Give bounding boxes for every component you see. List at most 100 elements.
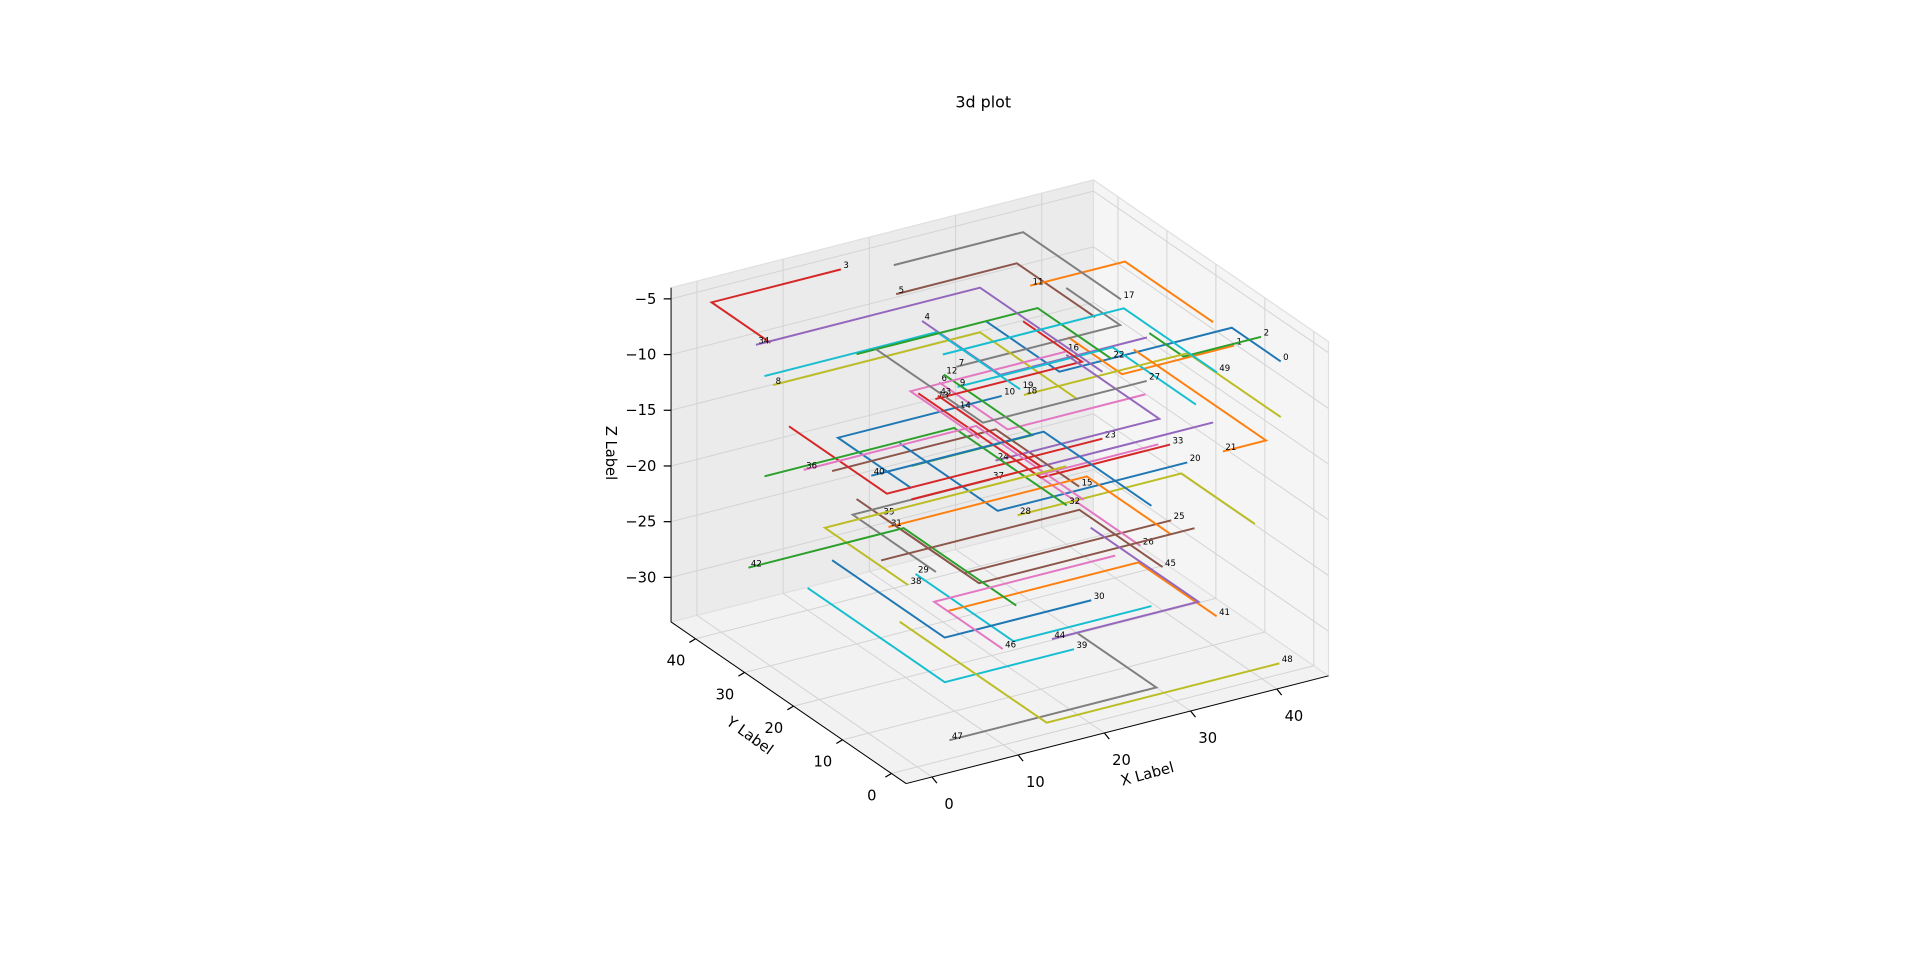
series-line [949, 632, 1159, 742]
x-tick-mark [931, 776, 938, 784]
x-tick-mark [1190, 710, 1196, 718]
series-label: 19 [1023, 381, 1034, 391]
series-line [772, 331, 1079, 401]
y-tick-label: 30 [716, 686, 735, 703]
series-label: 6 [942, 374, 947, 384]
series-label: 9 [960, 379, 965, 389]
x-tick-label: 20 [1112, 752, 1131, 769]
series-line [803, 424, 1085, 501]
series-line [893, 231, 1122, 301]
z-tick-label: −30 [625, 569, 656, 586]
series-label: 5 [899, 286, 904, 296]
series-label: 25 [1174, 512, 1185, 522]
grid-line [891, 331, 1315, 774]
y-axis-line [670, 621, 907, 784]
grid-line [744, 230, 1168, 673]
grid-line [670, 469, 1329, 632]
series-line [764, 426, 1068, 507]
series-label: 16 [1068, 343, 1079, 353]
series-label: 3 [843, 261, 848, 271]
z-tick-label: −15 [625, 402, 656, 419]
series-label: 43 [940, 387, 951, 397]
x-tick-mark [1276, 688, 1283, 696]
series-line [935, 320, 1085, 400]
series-line [938, 381, 1146, 431]
series-label: 2 [1264, 329, 1269, 339]
series-line [985, 320, 1282, 373]
series-label: 24 [998, 452, 1009, 462]
series-label: 18 [1026, 387, 1037, 397]
series-label: 44 [1054, 631, 1065, 641]
series-line [748, 527, 1017, 607]
series-line [874, 347, 1147, 424]
y-tick-mark [787, 705, 794, 711]
x-tick-label: 0 [944, 796, 953, 813]
series-line [1067, 336, 1235, 376]
series-label: 14 [960, 401, 971, 411]
series-label: 22 [1114, 350, 1125, 360]
series-line [1029, 260, 1214, 323]
series-line [764, 331, 1021, 391]
x-tick-label: 30 [1198, 730, 1217, 747]
y-tick-label: 10 [814, 754, 833, 771]
series-line [908, 350, 1066, 440]
grid-line [793, 264, 1217, 707]
series-line [880, 508, 1164, 568]
x-tick-mark [1017, 754, 1024, 762]
series-label: 21 [1225, 443, 1236, 453]
series-line [807, 587, 1075, 684]
series-line [888, 475, 1171, 535]
series-label: 33 [1172, 436, 1183, 446]
series-label: 41 [1219, 608, 1230, 618]
series-line [871, 430, 1152, 507]
series-line [1148, 332, 1262, 358]
x-tick-label: 40 [1285, 708, 1304, 725]
series-label: 0 [1283, 353, 1288, 363]
series-label: 32 [1069, 497, 1080, 507]
grid-line [670, 246, 1329, 409]
chart-title: 3d plot [955, 93, 1011, 112]
y-tick-label: 20 [765, 720, 784, 737]
y-tick-label: 0 [867, 787, 876, 804]
series-line [911, 394, 1044, 501]
series-line [880, 515, 1195, 585]
y-tick-mark [689, 638, 696, 643]
series-label: 47 [952, 732, 963, 742]
series-label: 27 [1149, 373, 1160, 383]
z-tick-label: −5 [635, 291, 657, 308]
series-label: 20 [1190, 454, 1201, 464]
series-label: 38 [911, 577, 922, 587]
series-label: 26 [1143, 538, 1154, 548]
series-line [1133, 348, 1269, 453]
z-tick-label: −20 [625, 458, 656, 475]
series-line [788, 425, 1103, 495]
series-label: 10 [1004, 388, 1015, 398]
series-line [856, 306, 1112, 360]
series-line [948, 561, 1218, 618]
series-line [995, 354, 1162, 462]
series-label: 28 [1020, 507, 1031, 517]
series-label: 30 [1094, 592, 1105, 602]
series-line [831, 428, 1080, 488]
series-line [899, 442, 1188, 512]
series-line [957, 346, 1197, 406]
series-label: 34 [758, 337, 769, 347]
x-tick-mark [1103, 732, 1110, 740]
series-label: 15 [1082, 478, 1093, 488]
series-label: 29 [918, 566, 929, 576]
z-axis-label: Z Label [602, 426, 619, 480]
series-label: 40 [874, 467, 885, 477]
grid-line [670, 357, 1329, 521]
x-axis-line [906, 675, 1329, 785]
z-tick-label: −25 [625, 514, 656, 531]
z-tick-label: −10 [625, 346, 656, 363]
series-label: 35 [884, 508, 895, 518]
y-tick-mark [836, 739, 843, 744]
series-label: 31 [891, 519, 902, 529]
series-label: 12 [946, 366, 957, 376]
series-label: 46 [1005, 641, 1016, 651]
series-line [822, 465, 1067, 586]
series-label: 23 [1105, 430, 1116, 440]
